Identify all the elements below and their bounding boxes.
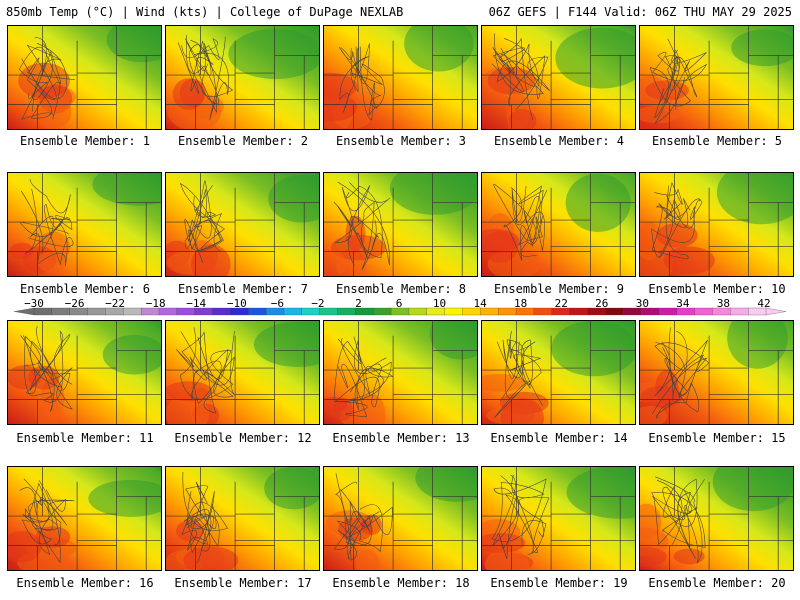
ensemble-member-label: Ensemble Member: 7 <box>177 282 309 296</box>
colorbar-swatch <box>87 307 106 316</box>
temperature-field <box>8 26 161 129</box>
ensemble-member-map <box>7 466 162 571</box>
temperature-field <box>166 321 319 424</box>
colorbar-tick-label: −14 <box>186 297 207 310</box>
ensemble-member-map <box>639 320 794 425</box>
temperature-field <box>640 321 793 424</box>
temperature-field <box>324 321 477 424</box>
colorbar-tick-label: 2 <box>355 297 362 310</box>
ensemble-member-label: Ensemble Member: 8 <box>335 282 467 296</box>
colorbar-swatch <box>569 307 588 316</box>
ensemble-member-label: Ensemble Member: 2 <box>177 134 309 148</box>
ensemble-member-label: Ensemble Member: 15 <box>648 431 786 445</box>
colorbar-swatch <box>658 307 678 316</box>
colorbar-tick-label: 10 <box>432 297 447 310</box>
temperature-field <box>8 467 161 570</box>
colorbar-tick-label: 30 <box>635 297 649 310</box>
ensemble-member-map <box>481 172 636 277</box>
colorbar-swatch <box>533 307 553 316</box>
ensemble-member-label: Ensemble Member: 12 <box>174 431 312 445</box>
colorbar-tick-label: −30 <box>24 297 44 310</box>
colorbar-low-arrow <box>14 307 35 316</box>
colorbar-strip <box>14 307 786 316</box>
temperature-field <box>166 173 319 276</box>
temperature-field <box>166 467 319 570</box>
colorbar-tick-label: 34 <box>676 297 690 310</box>
ensemble-member-label: Ensemble Member: 18 <box>332 576 470 590</box>
ensemble-member-map <box>7 172 162 277</box>
ensemble-member-map <box>323 466 478 571</box>
ensemble-member-map <box>639 25 794 130</box>
colorbar-tick-label: 18 <box>514 297 528 310</box>
temperature-field <box>640 467 793 570</box>
temperature-field <box>482 321 635 424</box>
ensemble-member-map <box>165 466 320 571</box>
colorbar-swatch <box>694 307 713 316</box>
colorbar-tick-label: 22 <box>554 297 568 310</box>
temperature-field <box>482 173 635 276</box>
temperature-field <box>8 173 161 276</box>
map-title: 850mb Temp (°C) | Wind (kts) | College o… <box>6 5 404 19</box>
temperature-field <box>640 173 793 276</box>
colorbar-tick-label: −22 <box>105 297 126 310</box>
ensemble-member-map <box>165 320 320 425</box>
ensemble-member-map <box>323 320 478 425</box>
temperature-field <box>482 26 635 129</box>
ensemble-member-map <box>481 25 636 130</box>
ensemble-member-map <box>7 320 162 425</box>
ensemble-member-label: Ensemble Member: 19 <box>490 576 628 590</box>
ensemble-member-map <box>165 25 320 130</box>
colorbar-swatch <box>730 307 749 316</box>
ensemble-member-map <box>7 25 162 130</box>
colorbar-swatch <box>248 307 267 316</box>
colorbar-swatch <box>283 307 303 316</box>
ensemble-member-label: Ensemble Member: 14 <box>490 431 628 445</box>
colorbar-tick-label: −6 <box>270 297 284 310</box>
temperature-field <box>324 26 477 129</box>
temperature-field <box>166 26 319 129</box>
colorbar-tick-label: 38 <box>716 297 731 310</box>
colorbar-swatch <box>444 307 463 316</box>
colorbar-tick-label: −26 <box>64 297 85 310</box>
ensemble-member-label: Ensemble Member: 13 <box>332 431 470 445</box>
colorbar-swatch <box>408 307 428 316</box>
ensemble-member-label: Ensemble Member: 17 <box>174 576 312 590</box>
colorbar-tick-label: 26 <box>595 297 609 310</box>
ensemble-member-label: Ensemble Member: 3 <box>335 134 467 148</box>
colorbar-high-arrow <box>765 307 786 316</box>
ensemble-member-map <box>323 172 478 277</box>
temperature-field <box>8 321 161 424</box>
colorbar-tick-label: −18 <box>145 297 166 310</box>
temperature-field <box>482 467 635 570</box>
colorbar-swatch <box>373 307 392 316</box>
colorbar-tick-label: 42 <box>757 297 771 310</box>
colorbar-swatch <box>123 307 142 316</box>
colorbar-tick-label: 6 <box>395 297 403 310</box>
ensemble-member-label: Ensemble Member: 20 <box>648 576 786 590</box>
valid-time: 06Z GEFS | F144 Valid: 06Z THU MAY 29 20… <box>488 5 792 19</box>
ensemble-member-label: Ensemble Member: 9 <box>493 282 625 296</box>
temperature-field <box>324 173 477 276</box>
ensemble-member-label: Ensemble Member: 10 <box>648 282 786 296</box>
temperature-field <box>640 26 793 129</box>
ensemble-member-label: Ensemble Member: 11 <box>16 431 154 445</box>
colorbar-tick-label: −10 <box>226 297 247 310</box>
ensemble-member-label: Ensemble Member: 1 <box>19 134 151 148</box>
ensemble-member-map <box>639 466 794 571</box>
ensemble-member-map <box>323 25 478 130</box>
ensemble-member-label: Ensemble Member: 6 <box>19 282 151 296</box>
ensemble-member-label: Ensemble Member: 16 <box>16 576 154 590</box>
colorbar-swatch <box>337 307 356 316</box>
ensemble-member-map <box>481 466 636 571</box>
colorbar-tick-label: 14 <box>473 297 487 310</box>
temperature-field <box>324 467 477 570</box>
colorbar-tick-label: −2 <box>311 297 325 310</box>
ensemble-member-label: Ensemble Member: 5 <box>651 134 783 148</box>
ensemble-member-map <box>165 172 320 277</box>
ensemble-member-label: Ensemble Member: 4 <box>493 134 625 148</box>
ensemble-member-map <box>639 172 794 277</box>
ensemble-member-map <box>481 320 636 425</box>
